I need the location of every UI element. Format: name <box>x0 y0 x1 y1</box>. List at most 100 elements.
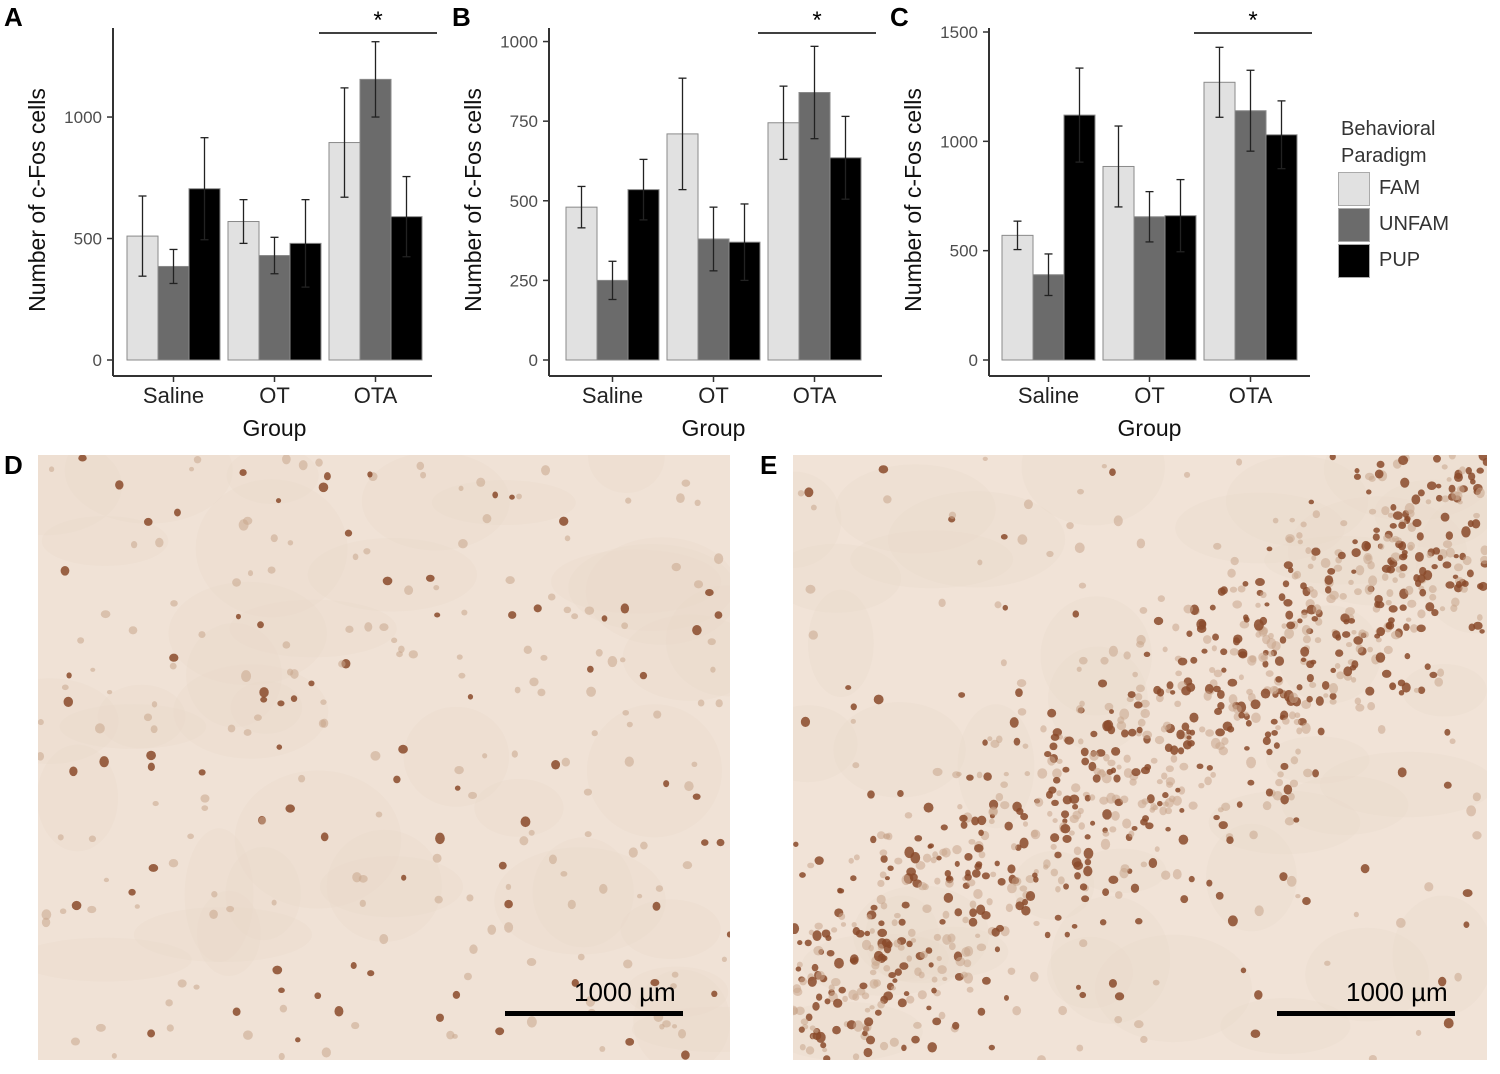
stained-cell <box>1246 756 1257 769</box>
stained-cell <box>583 788 593 796</box>
stained-cell <box>869 928 875 934</box>
stained-cell <box>59 908 67 915</box>
stained-cell <box>1054 914 1062 921</box>
stained-cell <box>1075 705 1084 714</box>
stained-cell <box>367 471 373 478</box>
stained-cell <box>584 606 595 615</box>
x-tick-label: OT <box>259 383 290 408</box>
legend-label-fam: FAM <box>1379 177 1421 199</box>
stained-cell <box>1211 645 1217 652</box>
stained-cell <box>1277 771 1284 778</box>
stained-cell <box>1466 569 1474 578</box>
stained-cell <box>1019 837 1029 849</box>
stained-cell <box>1051 799 1059 807</box>
stained-cell <box>1398 455 1409 466</box>
stained-cell <box>890 985 896 991</box>
stained-cell <box>795 1006 805 1016</box>
stained-cell <box>1285 610 1294 620</box>
stained-cell <box>201 805 209 811</box>
stained-cell <box>1017 534 1028 545</box>
stained-cell <box>1445 581 1455 589</box>
tissue-texture <box>1040 596 1152 716</box>
y-tick-label: 0 <box>529 351 538 370</box>
stained-cell <box>278 1052 285 1060</box>
tissue-texture <box>38 455 122 536</box>
stained-cell <box>466 894 474 902</box>
tissue-texture <box>1323 455 1487 521</box>
stained-cell <box>1412 518 1422 528</box>
stained-cell <box>1114 1015 1123 1024</box>
stained-cell <box>1255 578 1265 587</box>
tissue-texture <box>168 581 327 686</box>
stained-cell <box>1088 761 1097 772</box>
stained-cell <box>1472 831 1482 840</box>
stained-cell <box>408 650 418 659</box>
stained-cell <box>869 1005 875 1010</box>
stained-cell <box>398 645 405 654</box>
stained-cell <box>974 844 984 853</box>
stained-cell <box>1275 676 1283 683</box>
stained-cell <box>1226 836 1234 845</box>
stained-cell <box>1052 818 1058 823</box>
stained-cell <box>994 601 1002 609</box>
stained-cell <box>855 929 865 938</box>
stained-cell <box>852 762 860 769</box>
stained-cell <box>877 928 888 938</box>
stained-cell <box>1230 556 1239 566</box>
stained-cell <box>894 912 901 919</box>
y-tick-label: 1000 <box>940 132 978 151</box>
stained-cell <box>1374 601 1381 608</box>
legend-label-pup: PUP <box>1379 249 1421 271</box>
stained-cell <box>815 970 825 981</box>
stained-cell <box>1074 872 1081 880</box>
stained-cell <box>1004 821 1013 831</box>
scale-bar-d <box>505 1011 683 1016</box>
legend-label-unfam: UNFAM <box>1379 213 1449 235</box>
stained-cell <box>954 860 960 867</box>
stained-cell <box>1140 1035 1148 1043</box>
stained-cell <box>1415 1029 1422 1036</box>
stained-cell <box>1272 686 1279 694</box>
stained-cell <box>1472 792 1481 802</box>
stained-cell <box>577 953 585 961</box>
stained-cell <box>1156 688 1165 697</box>
stained-cell <box>468 791 478 800</box>
stained-cell <box>1286 875 1297 887</box>
stained-cell <box>599 883 608 894</box>
stained-cell <box>899 962 909 970</box>
stained-cell <box>1445 547 1455 558</box>
stained-cell <box>1296 684 1303 691</box>
stained-cell <box>345 625 354 633</box>
stained-cell <box>1419 588 1427 597</box>
stained-cell <box>1414 579 1422 587</box>
stained-cell <box>968 838 976 845</box>
stained-cell <box>1280 794 1289 805</box>
stained-cell <box>432 853 442 863</box>
stained-cell <box>1079 700 1085 707</box>
stained-cell <box>487 924 497 935</box>
stained-cell <box>232 578 241 587</box>
stained-cell <box>1238 712 1245 719</box>
stained-cell <box>290 695 298 702</box>
stained-cell <box>1459 466 1466 475</box>
stained-cell <box>1355 644 1364 654</box>
stained-cell <box>1386 566 1396 574</box>
stained-cell <box>95 1023 106 1032</box>
bar-unfam <box>157 265 190 361</box>
stained-cell <box>813 945 824 956</box>
stained-cell <box>941 847 951 858</box>
stained-cell <box>930 856 937 864</box>
stained-cell <box>1410 624 1418 633</box>
stained-cell <box>1081 757 1090 766</box>
stained-cell <box>1254 990 1263 1000</box>
stained-cell <box>1411 494 1421 505</box>
stained-cell <box>797 940 803 946</box>
stained-cell <box>1055 885 1061 893</box>
stained-cell <box>1178 786 1186 795</box>
stained-cell <box>1227 915 1238 927</box>
stained-cell <box>1247 779 1255 786</box>
stained-cell <box>1037 768 1048 779</box>
stained-cell <box>1468 472 1476 481</box>
tissue-texture <box>568 544 730 631</box>
tissue-texture <box>1319 751 1487 818</box>
